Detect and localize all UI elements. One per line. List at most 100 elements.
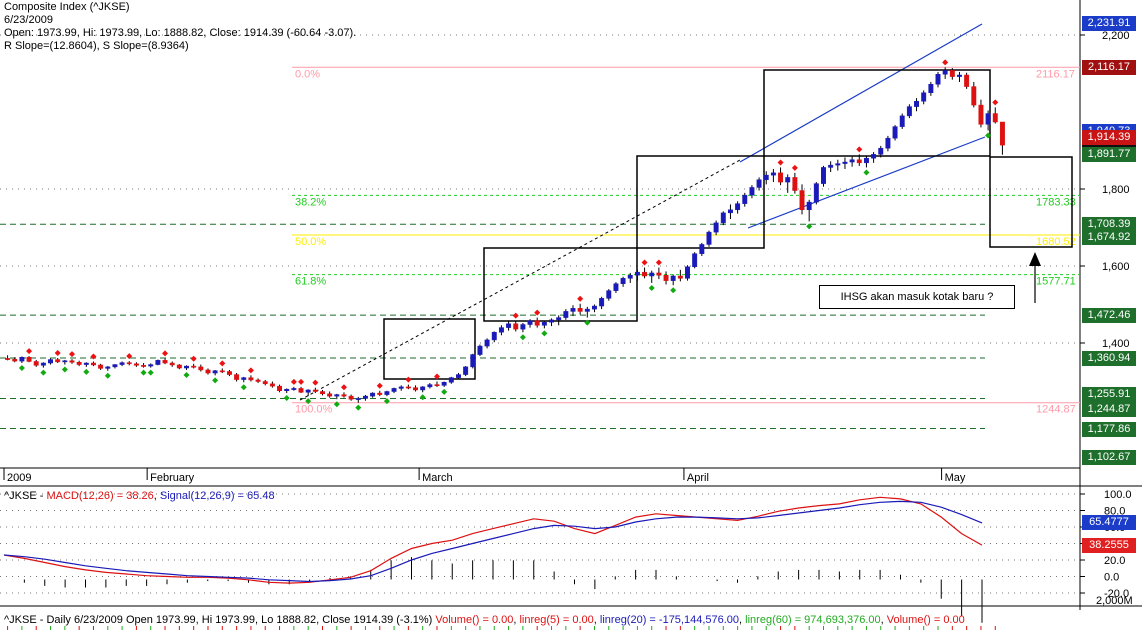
price-tag: 1,360.94 (1082, 351, 1136, 367)
macd-legend: ^JKSE - MACD(12,26) = 38.26, Signal(12,2… (4, 490, 275, 502)
fib-percent-label: 100.0% (295, 404, 333, 416)
candle-body (26, 356, 32, 362)
candle-body (563, 311, 569, 318)
candle-body (756, 179, 762, 188)
candle-body (384, 391, 390, 395)
pivot-low-marker (985, 132, 992, 139)
candle-body (749, 187, 755, 196)
status-footer: ^JKSE - Daily 6/23/2009 Open 1973.99, Hi… (0, 612, 1084, 628)
pivot-low-marker (648, 284, 655, 291)
fib-value-label: 1680.52 (1036, 236, 1076, 248)
volume-axis-label: 2,000M (1096, 595, 1133, 607)
pivot-low-marker (40, 369, 47, 376)
candle-body (914, 100, 920, 107)
chart-title: Composite Index (^JKSE) (4, 1, 130, 13)
candle-body (871, 154, 877, 159)
candle-body (33, 361, 39, 366)
macd-axis-label: 20.0 (1104, 555, 1125, 567)
candle-body (613, 283, 619, 291)
month-label: March (422, 472, 453, 484)
price-tag: 1,914.39 (1082, 129, 1136, 145)
pivot-low-marker (419, 394, 426, 401)
candle-body (184, 365, 189, 369)
candle-body (763, 174, 769, 181)
candle-body (448, 377, 454, 383)
candle-body (76, 362, 82, 365)
candle-body (813, 183, 819, 203)
candle-body (670, 275, 676, 281)
macd-legend-sep: , (153, 490, 160, 502)
candle-body (921, 92, 927, 102)
candle-body (899, 115, 905, 127)
candle-body (491, 331, 497, 341)
pivot-high-marker (942, 59, 949, 66)
candle-body (885, 137, 891, 149)
support-trendline (747, 136, 986, 229)
pivot-high-marker (577, 295, 584, 302)
chart-date: 6/23/2009 (4, 14, 53, 26)
candle-body (312, 389, 318, 392)
pivot-high-marker (190, 355, 197, 362)
candle-body (40, 362, 46, 366)
pivot-high-marker (247, 367, 254, 374)
candle-body (742, 194, 748, 204)
candle-body (169, 362, 175, 366)
month-label: February (150, 472, 195, 484)
candle-body (856, 159, 862, 164)
candle-body (248, 377, 254, 381)
pivot-high-marker (655, 259, 662, 266)
candle-body (785, 177, 791, 183)
footer-volume: Volume() = 0.00 (435, 614, 514, 626)
candle-body (176, 364, 182, 369)
candle-body (427, 384, 433, 388)
pivot-high-marker (376, 382, 383, 389)
pivot-low-marker (61, 366, 68, 373)
candle-body (62, 360, 68, 363)
pivot-low-marker (441, 388, 448, 395)
candle-body (498, 327, 504, 333)
candle-body (69, 360, 75, 363)
pivot-high-marker (68, 351, 75, 358)
candle-body (398, 386, 404, 389)
candle-body (212, 370, 218, 374)
candle-body (591, 305, 597, 310)
fib-value-label: 2116.17 (1036, 68, 1075, 80)
footer-volume-2: Volume() = 0.00 (886, 614, 965, 626)
candle-body (327, 393, 333, 397)
pivot-low-marker (183, 371, 190, 378)
candle-body (334, 394, 340, 397)
candle-body (692, 253, 698, 268)
candle-body (456, 374, 461, 378)
candle-body (971, 86, 977, 106)
candle-body (699, 244, 705, 254)
candle-body (148, 364, 154, 367)
price-tag: 1,177.86 (1082, 421, 1136, 437)
candle-body (413, 387, 419, 391)
fib-percent-label: 50.0% (295, 236, 326, 248)
candle-body (821, 167, 826, 184)
pivot-low-marker (240, 384, 247, 391)
candle-body (470, 354, 476, 368)
price-tag: 1,891.77 (1082, 146, 1136, 162)
pivot-low-marker (83, 368, 90, 375)
candle-body (957, 74, 962, 77)
fib-value-label: 1577.71 (1036, 276, 1076, 288)
pivot-low-marker (18, 365, 25, 372)
candle-body (541, 321, 547, 326)
candle-body (513, 323, 519, 330)
candle-body (141, 365, 147, 367)
macd-axis-label: 100.0 (1104, 489, 1132, 501)
resistance-trendline (739, 23, 983, 163)
candle-body (234, 374, 240, 380)
price-axis-label: 1,600 (1102, 261, 1130, 273)
pivot-high-marker (290, 378, 297, 385)
candle-body (999, 121, 1005, 146)
candle-body (549, 319, 554, 323)
candle-body (949, 70, 955, 77)
step-box (383, 318, 476, 380)
candle-body (155, 360, 161, 365)
fib-percent-label: 38.2% (295, 196, 326, 208)
pivot-low-marker (355, 404, 362, 411)
fib-value-label: 1783.33 (1036, 196, 1076, 208)
